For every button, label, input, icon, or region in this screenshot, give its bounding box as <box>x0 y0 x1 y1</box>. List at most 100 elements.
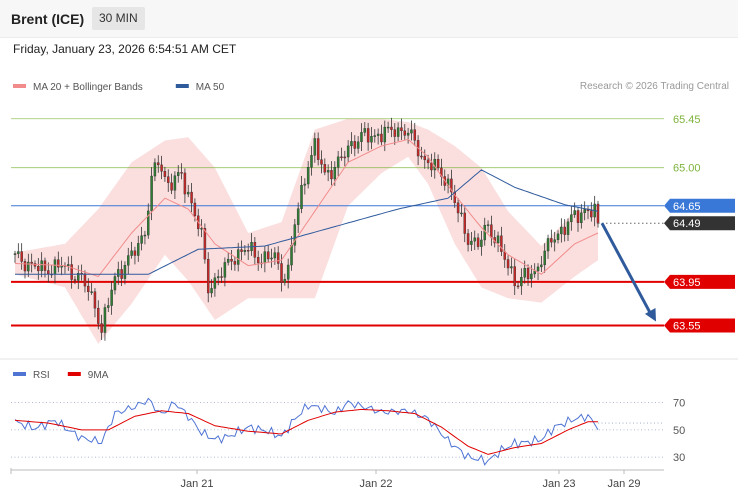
rsi-legend-label-0: RSI <box>33 370 50 381</box>
ma50-line <box>15 169 599 275</box>
candle <box>320 159 323 165</box>
candle <box>400 127 403 132</box>
candle <box>160 164 163 172</box>
level-tag-3 <box>664 274 735 289</box>
candle <box>383 126 387 143</box>
candle <box>373 135 377 137</box>
rsi-legend-label-1: 9MA <box>88 370 109 381</box>
candle <box>376 133 380 136</box>
candle <box>193 202 197 217</box>
x-tick-label-2: Jan 23 <box>542 478 575 490</box>
candle <box>420 155 423 158</box>
candle <box>67 264 70 266</box>
level-label-3: 63.95 <box>673 277 701 289</box>
candle <box>147 210 150 236</box>
candle <box>403 130 407 136</box>
candle <box>566 221 570 235</box>
chart-datetime: Friday, January 23, 2026 6:54:51 AM CET <box>13 42 237 56</box>
candle <box>390 126 393 130</box>
candle <box>183 172 187 195</box>
candle <box>167 176 170 183</box>
candle <box>463 212 466 234</box>
candle <box>213 277 217 289</box>
candle <box>110 289 113 306</box>
level-label-0: 65.45 <box>673 114 701 126</box>
candle <box>576 210 580 223</box>
candle <box>516 285 520 288</box>
research-credit: Research © 2026 Trading Central <box>579 81 729 92</box>
candle <box>503 251 506 260</box>
x-tick-label-3: Jan 29 <box>607 478 640 490</box>
candle <box>243 250 247 252</box>
candle <box>426 159 430 164</box>
candle <box>233 261 237 265</box>
candle <box>456 202 460 214</box>
candle <box>157 162 160 166</box>
candle <box>200 228 203 230</box>
candle <box>266 251 270 260</box>
candle <box>563 226 566 235</box>
candle <box>230 258 233 262</box>
candle <box>436 159 440 169</box>
candle <box>486 224 490 226</box>
candle <box>77 273 80 281</box>
candle <box>17 251 20 254</box>
candle <box>396 127 400 137</box>
candle <box>90 291 93 293</box>
instrument-title: Brent (ICE) <box>11 11 85 27</box>
candle <box>236 249 240 265</box>
candle <box>210 288 213 294</box>
candle <box>483 224 486 241</box>
candle <box>270 257 273 260</box>
candle <box>370 136 373 143</box>
candle <box>130 250 133 256</box>
candle <box>366 128 370 143</box>
candle <box>333 167 337 180</box>
candle <box>543 250 546 266</box>
candle <box>117 269 120 277</box>
candle <box>430 162 433 171</box>
candle <box>180 172 183 174</box>
candle <box>43 260 47 271</box>
candle <box>173 175 177 191</box>
candle <box>223 262 227 278</box>
candle <box>500 235 503 252</box>
candle <box>290 244 293 266</box>
candle <box>510 266 513 269</box>
candle <box>330 170 333 180</box>
candle <box>476 237 480 247</box>
candle <box>560 226 563 235</box>
level-label-1: 65.00 <box>673 163 701 175</box>
chart-header: Brent (ICE) 30 MIN <box>0 0 738 38</box>
rsi-tick-70: 70 <box>673 398 685 410</box>
candle <box>410 129 413 134</box>
candle <box>406 132 410 136</box>
candle <box>306 167 310 185</box>
legend-label-0: MA 20 + Bollinger Bands <box>33 82 143 93</box>
candle <box>283 279 287 283</box>
legend-label-1: MA 50 <box>196 82 225 93</box>
rsi-ma-line <box>14 408 598 455</box>
candle <box>153 162 157 177</box>
legend-swatch-1 <box>175 84 189 88</box>
candle <box>276 252 280 264</box>
candle <box>240 249 243 252</box>
candle <box>506 259 510 269</box>
rsi-legend-swatch-1 <box>67 372 81 376</box>
level-label-2: 64.65 <box>673 201 701 213</box>
candle <box>526 268 530 280</box>
bollinger-band-area <box>15 118 598 344</box>
candle <box>350 141 353 147</box>
candle <box>27 261 30 272</box>
candle <box>107 305 110 308</box>
candle <box>573 210 576 215</box>
candle <box>37 266 40 272</box>
forecast-arrow-icon <box>600 222 653 316</box>
candle <box>363 128 367 133</box>
candle <box>280 263 283 283</box>
candle <box>340 156 343 159</box>
timeframe-button[interactable]: 30 MIN <box>92 7 145 30</box>
candle <box>380 133 383 143</box>
x-tick-label-0: Jan 21 <box>180 478 213 490</box>
candle <box>583 209 586 214</box>
